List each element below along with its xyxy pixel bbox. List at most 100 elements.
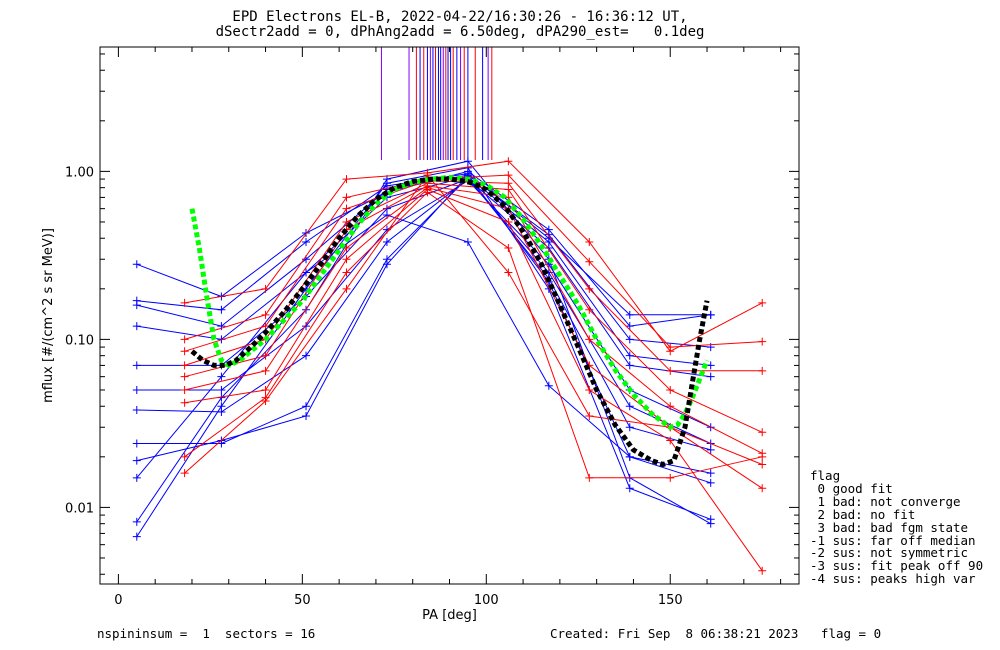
- data-point: [382, 260, 391, 269]
- series-line: [136, 176, 711, 451]
- data-point: [625, 452, 634, 461]
- data-point: [261, 366, 270, 375]
- data-point: [585, 284, 594, 293]
- legend-item: -4 sus: peaks high var: [810, 571, 976, 587]
- data-point: [342, 204, 351, 213]
- data-point: [302, 351, 311, 360]
- flag-legend: flag 0 good fit 1 bad: not converge 2 ba…: [810, 468, 983, 587]
- data-point: [625, 402, 634, 411]
- x-axis-label: PA [deg]: [422, 608, 477, 623]
- data-point: [302, 402, 311, 411]
- data-point: [132, 473, 141, 482]
- series-line: [136, 174, 711, 484]
- series-line: [184, 174, 763, 348]
- data-point: [585, 335, 594, 344]
- data-point: [180, 398, 189, 407]
- data-point: [625, 423, 634, 432]
- data-point: [302, 268, 311, 277]
- data-point: [758, 428, 767, 437]
- series-line: [136, 170, 711, 327]
- data-point: [302, 228, 311, 237]
- data-point: [585, 237, 594, 246]
- data-point: [261, 284, 270, 293]
- data-point: [504, 157, 513, 166]
- data-point: [132, 385, 141, 394]
- data-point: [180, 347, 189, 356]
- data-point: [463, 237, 472, 246]
- data-point: [342, 268, 351, 277]
- data-point: [132, 456, 141, 465]
- data-point: [706, 445, 715, 454]
- y-tick-label: 1.00: [65, 165, 94, 180]
- y-tick-label: 0.01: [65, 501, 94, 516]
- data-point: [625, 484, 634, 493]
- data-point: [666, 366, 675, 375]
- axes: 0 50 100 150 0.01 0.10 1.00 PA [deg] mflux [#/(c…: [41, 47, 799, 623]
- data-point: [585, 305, 594, 314]
- legend-item: 0 good fit: [810, 480, 893, 496]
- legend-item: flag: [810, 468, 841, 483]
- series-line: [184, 191, 763, 479]
- data-point: [706, 469, 715, 478]
- series-line: [136, 178, 711, 378]
- data-point: [261, 351, 270, 360]
- legend-item: 1 bad: not converge: [810, 493, 961, 509]
- data-point: [706, 372, 715, 381]
- y-tick-label: 0.10: [65, 333, 94, 348]
- data-point: [504, 217, 513, 226]
- series-line: [184, 188, 763, 571]
- data-point: [544, 381, 553, 390]
- data-point: [342, 284, 351, 293]
- data-point: [132, 517, 141, 526]
- data-point: [758, 337, 767, 346]
- data-point: [180, 469, 189, 478]
- data-point: [625, 310, 634, 319]
- data-point: [342, 243, 351, 252]
- data-point: [261, 310, 270, 319]
- data-point: [132, 439, 141, 448]
- data-point: [585, 411, 594, 420]
- series-line: [184, 180, 763, 372]
- data-point: [758, 460, 767, 469]
- data-point: [625, 361, 634, 370]
- data-point: [342, 255, 351, 264]
- footer-created-info: Created: Fri Sep 8 06:38:21 2023 flag = …: [550, 626, 882, 641]
- data-point: [666, 402, 675, 411]
- legend-item: 2 bad: no fit: [810, 506, 916, 522]
- data-point: [666, 436, 675, 445]
- series-line: [184, 182, 763, 433]
- data-series: [132, 157, 767, 575]
- data-point: [261, 396, 270, 405]
- x-tick-label: 100: [474, 593, 499, 608]
- legend-item: 3 bad: bad fgm state: [810, 519, 969, 535]
- fit-curve: [190, 176, 710, 468]
- data-point: [758, 452, 767, 461]
- data-point: [180, 335, 189, 344]
- data-point: [342, 175, 351, 184]
- fit-curves: [189, 174, 710, 468]
- x-tick-label: 0: [114, 593, 122, 608]
- data-point: [504, 268, 513, 277]
- y-axis-label: mflux [#/(cm^2 s sr MeV)]: [41, 228, 56, 403]
- chart-subtitle: dSectr2add = 0, dPhAng2add = 6.50deg, dP…: [215, 24, 705, 40]
- data-point: [625, 351, 634, 360]
- data-point: [217, 385, 226, 394]
- x-tick-label: 50: [294, 593, 311, 608]
- data-point: [132, 532, 141, 541]
- series-line: [136, 160, 711, 525]
- data-point: [132, 322, 141, 331]
- series-line: [184, 185, 763, 454]
- data-point: [180, 452, 189, 461]
- data-point: [342, 217, 351, 226]
- data-point: [180, 298, 189, 307]
- data-point: [180, 372, 189, 381]
- data-point: [180, 385, 189, 394]
- data-point: [132, 405, 141, 414]
- data-point: [302, 322, 311, 331]
- data-point: [758, 366, 767, 375]
- data-point: [758, 566, 767, 575]
- data-point: [758, 484, 767, 493]
- data-point: [342, 193, 351, 202]
- data-point: [217, 402, 226, 411]
